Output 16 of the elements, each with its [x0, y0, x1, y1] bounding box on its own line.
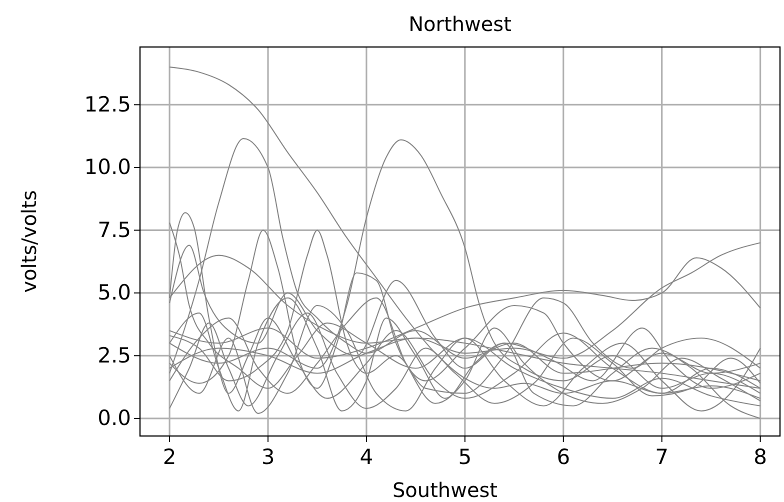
x-tick-label: 6	[556, 444, 570, 469]
x-tick-label: 8	[754, 444, 767, 469]
y-tick-label: 5.0	[98, 280, 131, 305]
x-axis-title: Southwest	[392, 478, 498, 502]
x-tick-label: 7	[655, 444, 669, 469]
x-tick-label: 2	[162, 444, 176, 469]
x-tick-label: 3	[261, 444, 275, 469]
y-tick-label: 7.5	[98, 218, 131, 242]
chart-title: Northwest	[408, 12, 512, 36]
y-tick-label: 0.0	[98, 406, 131, 430]
y-tick-label: 2.5	[98, 343, 131, 368]
x-tick-label: 4	[360, 444, 374, 469]
y-tick-label: 10.0	[84, 155, 131, 180]
y-tick-label: 12.5	[84, 92, 131, 116]
y-axis-title: volts/volts	[17, 190, 41, 293]
x-tick-label: 5	[458, 444, 472, 469]
